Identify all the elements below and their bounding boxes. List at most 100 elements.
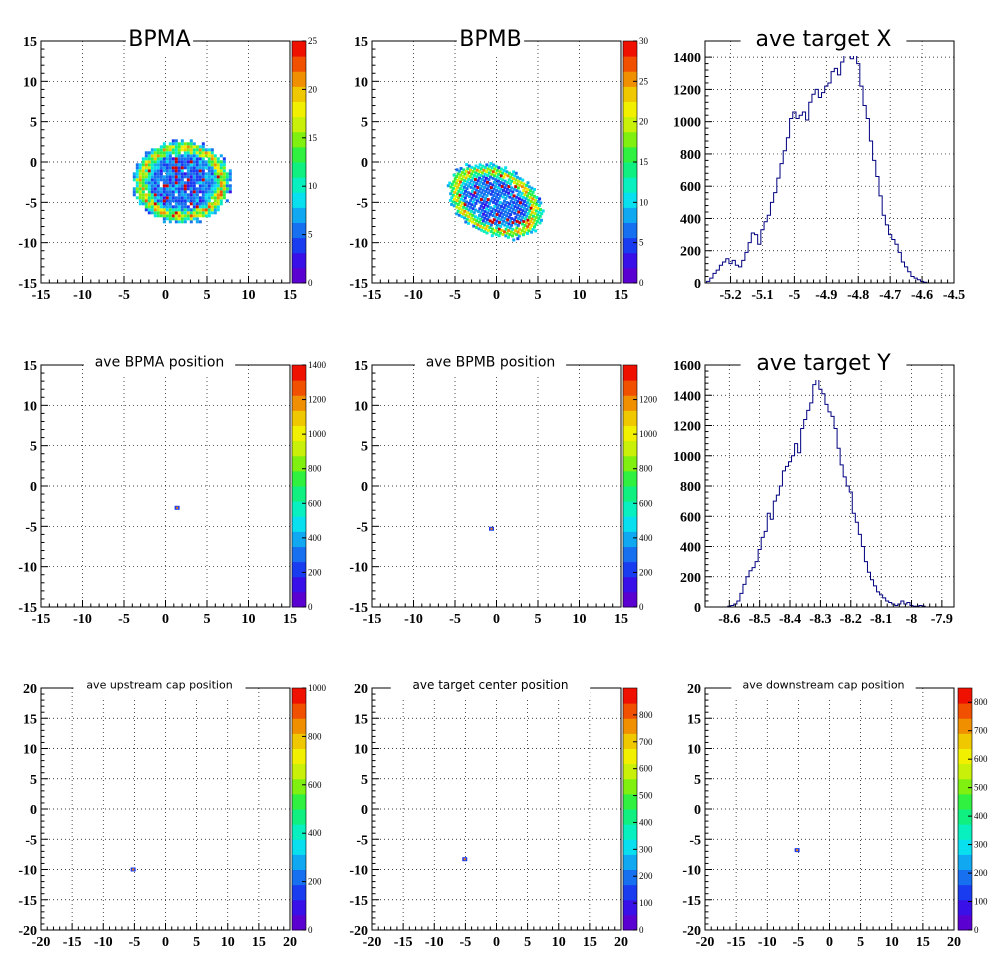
heatmap-cell (141, 175, 145, 179)
heatmap-cell (153, 169, 157, 173)
heatmap-cell (476, 185, 480, 189)
heatmap-cell (473, 184, 477, 188)
heatmap-cell (492, 231, 496, 235)
heatmap-cell (186, 187, 190, 191)
x-tick-label: 0 (162, 612, 169, 627)
heatmap-cell (192, 181, 196, 185)
color-scale-label: 700 (639, 737, 653, 747)
x-tick-label: 0 (493, 612, 500, 627)
heatmap-cell (156, 148, 160, 152)
heatmap-cell (507, 215, 511, 219)
heatmap-cell (150, 196, 154, 200)
heatmap-cell (174, 181, 178, 185)
heatmap-cell (512, 238, 516, 242)
heatmap-cell (478, 193, 482, 197)
heatmap-cell (195, 205, 199, 209)
heatmap-cell (523, 199, 527, 203)
heatmap-cell (177, 172, 181, 176)
heatmap-cell (484, 176, 488, 180)
heatmap-cell (183, 148, 187, 152)
color-scale-band (623, 531, 637, 547)
heatmap-cell (189, 148, 193, 152)
heatmap-cell (198, 202, 202, 206)
heatmap-cell (469, 185, 473, 189)
heatmap-cell (183, 196, 187, 200)
heatmap-cell (487, 184, 491, 188)
heatmap-cell (492, 187, 496, 191)
heatmap-cell (531, 228, 535, 232)
heatmap-cell (477, 220, 481, 224)
heatmap-cell (531, 203, 535, 207)
heatmap-cell (150, 199, 154, 203)
heatmap-cell (532, 208, 536, 212)
color-scale-label: 800 (308, 731, 322, 741)
heatmap-cell (472, 180, 476, 184)
heatmap-cell (463, 196, 467, 200)
heatmap-cell (192, 199, 196, 203)
heatmap-cell (186, 163, 190, 167)
heatmap-cell (177, 196, 181, 200)
color-scale-label: 15 (308, 133, 318, 143)
heatmap-cell (201, 178, 205, 182)
heatmap-cell (174, 148, 178, 152)
heatmap-cell (501, 195, 505, 199)
heatmap-cell (496, 192, 500, 196)
heatmap-cell (171, 163, 175, 167)
y-tick-label: -5 (25, 520, 37, 535)
heatmap-cell (468, 175, 472, 179)
heatmap-cell (526, 205, 530, 209)
heatmap-cell (464, 183, 468, 187)
heatmap-cell (192, 190, 196, 194)
heatmap-cell (449, 185, 453, 189)
color-scale-label: 15 (639, 157, 649, 167)
heatmap-cell (156, 214, 160, 218)
heatmap-cell (198, 199, 202, 203)
heatmap-cell (525, 201, 529, 205)
heatmap-cell (531, 221, 535, 225)
heatmap-cell (219, 193, 223, 197)
heatmap-cell (487, 178, 491, 182)
heatmap-cell (186, 142, 190, 146)
heatmap-cell (189, 175, 193, 179)
heatmap-cell (174, 214, 178, 218)
heatmap-cell (192, 202, 196, 206)
x-tick-label: -8.5 (749, 612, 771, 627)
heatmap-cell (519, 181, 523, 185)
heatmap-cell (162, 142, 166, 146)
heatmap-cell (198, 166, 202, 170)
heatmap-cell (156, 154, 160, 158)
heatmap-cell (147, 187, 151, 191)
title-box (125, 26, 194, 56)
heatmap-cell (540, 212, 544, 216)
heatmap-cell (456, 185, 460, 189)
color-scale-band (292, 531, 306, 547)
x-tick-label: 0 (493, 935, 500, 950)
heatmap-cell (467, 201, 471, 205)
heatmap-cell (225, 172, 229, 176)
heatmap-cell (201, 208, 205, 212)
heatmap-cell (198, 220, 202, 224)
y-tick-label: 10 (23, 75, 37, 90)
heatmap-cell (168, 145, 172, 149)
heatmap-cell (180, 169, 184, 173)
heatmap-cell (228, 172, 232, 176)
heatmap-cell (156, 163, 160, 167)
color-scale-label: 200 (308, 567, 322, 577)
color-scale-band (292, 546, 306, 563)
heatmap-cell (192, 187, 196, 191)
heatmap-cell (180, 142, 184, 146)
heatmap-cell (446, 184, 450, 188)
color-scale-band (623, 703, 637, 719)
color-scale-label: 25 (639, 76, 649, 86)
heatmap-cell (186, 160, 190, 164)
heatmap-cell (150, 163, 154, 167)
heatmap-cell (153, 160, 157, 164)
chart-title: BPMA (128, 27, 190, 52)
heatmap-cell (513, 211, 517, 215)
heatmap-cell (219, 172, 223, 176)
heatmap-cell (504, 227, 508, 231)
y-tick-label: -15 (18, 601, 37, 616)
heatmap-cell (513, 181, 517, 185)
x-tick-label: -8 (906, 612, 918, 627)
